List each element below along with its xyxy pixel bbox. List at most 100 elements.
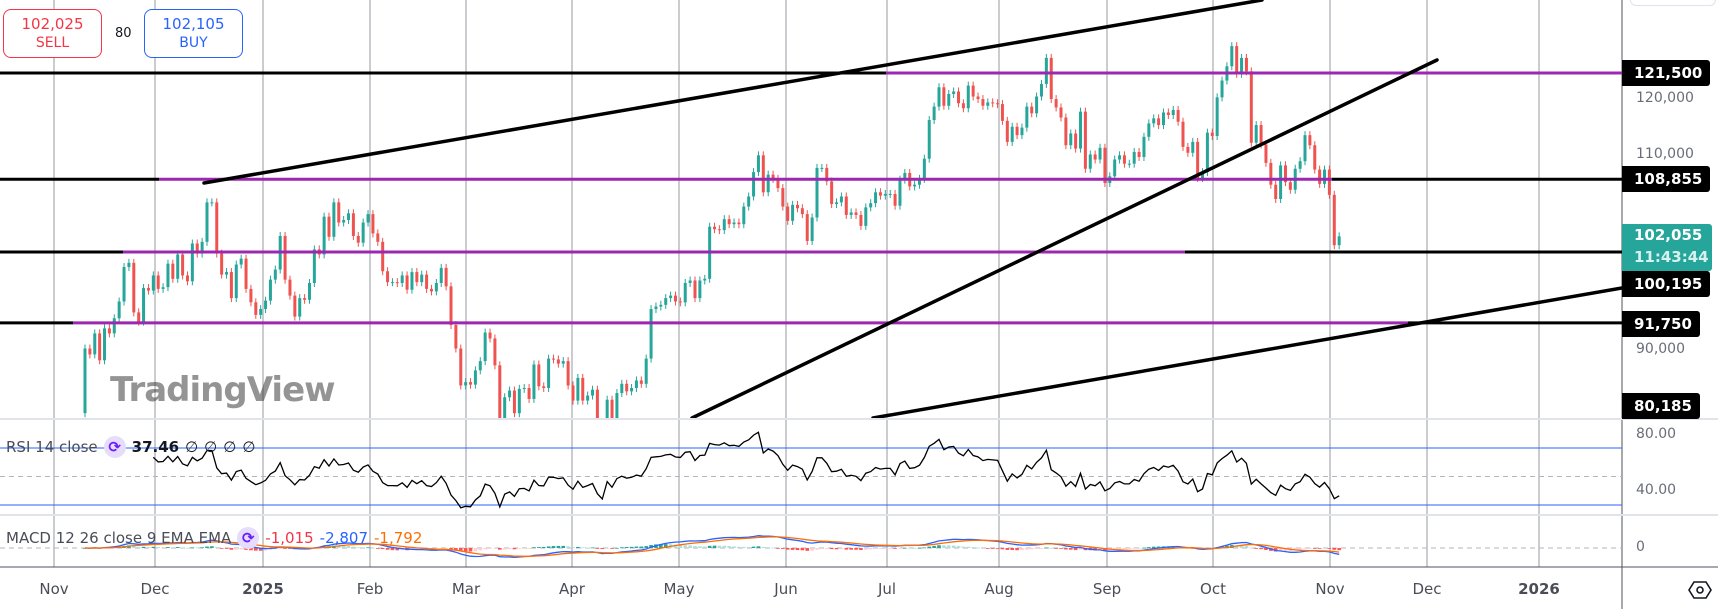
macd-histogram-bar: [1249, 547, 1254, 549]
macd-histogram-bar: [693, 546, 697, 548]
macd-line-value: -2,807: [319, 529, 369, 547]
candle-body: [268, 279, 272, 301]
macd-histogram-bar: [878, 548, 883, 549]
rsi-legend[interactable]: RSI 14 close ⟳ 37.46 ∅ ∅ ∅ ∅: [6, 436, 255, 458]
macd-histogram-bar: [868, 548, 873, 550]
time-label: Feb: [356, 580, 384, 598]
macd-histogram-bar: [346, 546, 351, 548]
candle-body: [498, 365, 502, 418]
macd-histogram-bar: [937, 545, 941, 548]
macd-histogram-bar: [541, 547, 546, 548]
candle-body: [825, 167, 829, 182]
candle-body: [1035, 96, 1039, 114]
candle-body: [595, 389, 599, 418]
candle-body: [434, 282, 438, 292]
rsi-title: RSI 14 close: [6, 438, 98, 456]
candle-body: [449, 286, 453, 325]
macd-histogram-bar: [1064, 548, 1068, 550]
candle-body: [1147, 123, 1151, 137]
macd-histogram-bar: [951, 545, 956, 548]
grid-lines: [53, 0, 1540, 567]
macd-histogram-bar: [458, 548, 463, 551]
candle-body: [551, 358, 555, 360]
macd-histogram-bar: [463, 548, 468, 552]
candle-body: [683, 282, 687, 303]
macd-histogram-bar: [1273, 548, 1278, 552]
macd-histogram-bar: [620, 547, 624, 549]
candle-body: [605, 399, 609, 418]
macd-histogram-bar: [141, 546, 146, 548]
macd-histogram-bar: [1293, 548, 1298, 551]
macd-histogram-bar: [258, 548, 263, 551]
candle-body: [1132, 151, 1136, 164]
candle-body: [849, 212, 853, 215]
macd-histogram-bar: [912, 547, 917, 549]
candle-body: [1205, 132, 1209, 173]
candle-body: [142, 288, 146, 322]
macd-histogram-bar: [864, 548, 868, 550]
candle-body: [444, 267, 448, 287]
candle-body: [835, 202, 839, 205]
macd-histogram-bar: [829, 548, 834, 550]
macd-histogram-bar: [1025, 548, 1029, 550]
candle-body: [512, 390, 516, 414]
macd-histogram-bar: [888, 548, 892, 549]
macd-histogram-bar: [1112, 548, 1117, 550]
candle-body: [659, 304, 663, 307]
macd-histogram-bar: [166, 547, 170, 548]
macd-histogram-bar: [219, 548, 224, 549]
macd-histogram-bar: [1093, 548, 1097, 551]
macd-histogram-bar: [907, 547, 912, 549]
sell-button[interactable]: 102,025 SELL: [3, 9, 102, 58]
macd-histogram-bar: [371, 547, 375, 549]
candle-body: [215, 202, 219, 254]
macd-histogram-bar: [1010, 548, 1014, 551]
refresh-icon[interactable]: ⟳: [237, 527, 260, 549]
candle-body: [185, 275, 189, 282]
rsi-axis-label: 80.00: [1636, 426, 1677, 442]
candle-body: [1025, 106, 1029, 128]
candlestick-series: [83, 42, 1341, 418]
macd-histogram-bar: [214, 547, 219, 548]
candle-body: [371, 214, 375, 234]
spread-value: 80: [115, 26, 132, 41]
top-right-button[interactable]: [1630, 0, 1716, 6]
macd-histogram-bar: [239, 548, 243, 550]
candle-body: [93, 333, 97, 355]
candle-body: [957, 91, 961, 104]
sell-price: 102,025: [21, 15, 84, 33]
candle-body: [649, 309, 653, 359]
candle-body: [893, 193, 897, 206]
candle-body: [561, 361, 565, 364]
candle-body: [566, 361, 570, 386]
macd-histogram-bar: [390, 548, 395, 551]
candle-body: [347, 213, 351, 220]
settings-icon[interactable]: [1688, 578, 1712, 602]
candle-body: [1157, 118, 1161, 126]
macd-histogram-bar: [483, 548, 487, 550]
macd-legend[interactable]: MACD 12 26 close 9 EMA EMA ⟳ -1,015 -2,8…: [6, 527, 422, 549]
time-label: Aug: [984, 580, 1014, 598]
candle-body: [1118, 155, 1122, 160]
macd-histogram-bar: [707, 545, 712, 548]
candle-body: [966, 85, 970, 109]
macd-histogram-bar: [737, 546, 741, 548]
macd-histogram-bar: [1156, 546, 1161, 548]
candle-body: [1142, 136, 1146, 157]
drawings[interactable]: [0, 0, 1622, 418]
macd-histogram-bar: [1147, 547, 1151, 548]
buy-button[interactable]: 102,105 BUY: [144, 9, 243, 58]
macd-histogram-bar: [742, 546, 746, 548]
time-label: Jun: [774, 580, 798, 598]
macd-histogram-bar: [995, 548, 1000, 549]
rsi-line: [152, 431, 1340, 509]
macd-histogram-bar: [180, 547, 185, 549]
macd-histogram-bar: [781, 548, 785, 549]
macd-histogram-bar: [649, 544, 653, 548]
candle-body: [429, 288, 433, 292]
macd-histogram-bar: [195, 547, 200, 549]
refresh-icon[interactable]: ⟳: [103, 436, 126, 458]
macd-histogram-bar: [532, 547, 536, 549]
